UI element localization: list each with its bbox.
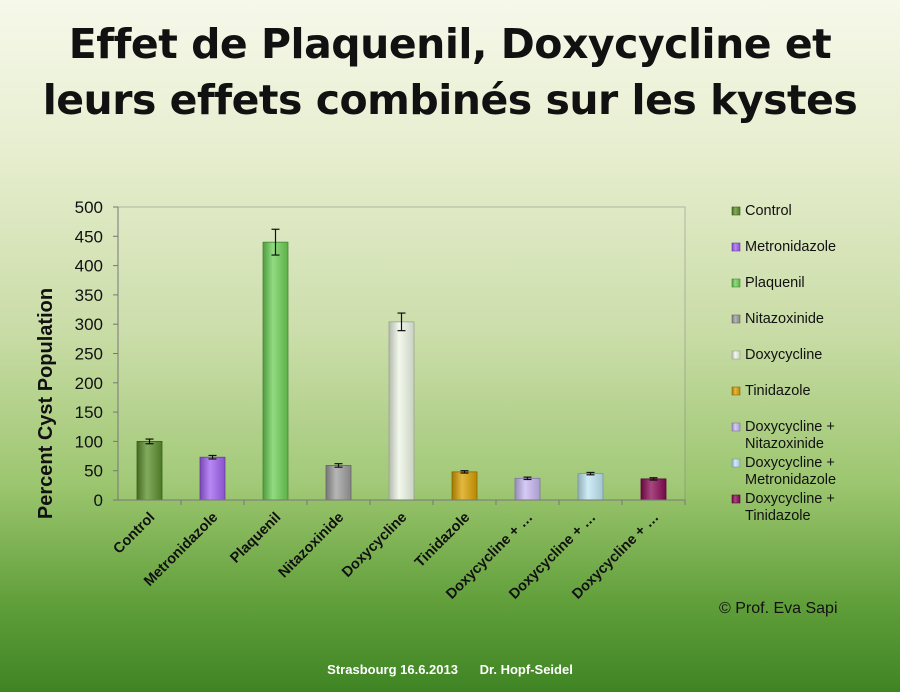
- x-tick-label-1: Control: [111, 510, 159, 558]
- bar-5: [388, 321, 415, 501]
- legend-swatch-7: [731, 422, 741, 432]
- y-tick-label: 100: [75, 432, 103, 451]
- legend-label-4: Nitazoxinide: [745, 311, 824, 327]
- y-tick-label: 150: [75, 403, 103, 422]
- error-bar-7: [523, 476, 532, 481]
- legend-swatch-1: [731, 206, 741, 216]
- slide-title: Effet de Plaquenil, Doxycycline et leurs…: [0, 16, 900, 128]
- legend-swatch-5: [731, 350, 741, 360]
- y-tick-label: 450: [75, 227, 103, 246]
- y-tick-label: 400: [75, 257, 103, 276]
- legend-swatch-9: [731, 494, 741, 504]
- legend-label-8: Doxycycline + Metronidazole: [745, 455, 836, 488]
- slide-title-line-2: leurs effets combinés sur les kystes: [42, 76, 858, 124]
- y-tick-label: 250: [75, 345, 103, 364]
- bar-1: [136, 440, 163, 501]
- y-tick-label: 300: [75, 315, 103, 334]
- legend-swatch-6: [731, 386, 741, 396]
- bar-7: [514, 477, 541, 501]
- legend-label-1: Control: [745, 203, 792, 219]
- legend-label-7: Doxycycline + Nitazoxinide: [745, 419, 835, 452]
- x-tick-label-3: Plaquenil: [227, 510, 284, 567]
- legend-swatch-3: [731, 278, 741, 288]
- y-tick-label: 350: [75, 286, 103, 305]
- legend-label-5: Doxycycline: [745, 347, 822, 363]
- bar-2: [199, 456, 226, 501]
- legend-label-3: Plaquenil: [745, 275, 805, 291]
- legend-swatch-2: [731, 242, 741, 252]
- error-bar-1: [145, 438, 154, 445]
- footer-author: Dr. Hopf-Seidel: [479, 662, 573, 677]
- bar-8: [577, 473, 604, 501]
- error-bar-2: [208, 454, 217, 460]
- legend-label-9: Doxycycline + Tinidazole: [745, 491, 835, 524]
- x-tick-label-5: Doxycycline: [339, 510, 410, 581]
- error-bar-6: [460, 470, 469, 474]
- slide-title-line-1: Effet de Plaquenil, Doxycycline et: [68, 20, 832, 68]
- y-tick-label: 0: [94, 491, 103, 510]
- legend: Control Metronidazole Plaquenil Nitazoxinid…: [731, 203, 836, 524]
- copyright-text: © Prof. Eva Sapi: [719, 600, 838, 617]
- legend-swatch-4: [731, 314, 741, 324]
- legend-swatch-8: [731, 458, 741, 468]
- error-bar-9: [649, 477, 658, 481]
- x-tick-label-4: Nitazoxinide: [276, 510, 348, 582]
- y-tick-label: 200: [75, 374, 103, 393]
- footer-place-date: Strasbourg 16.6.2013: [327, 662, 458, 677]
- error-bar-3: [271, 228, 280, 256]
- y-axis: 0 50 100 150 200 250 300 350 400 450 500: [75, 198, 119, 510]
- plot-area: [117, 206, 686, 501]
- error-bar-8: [586, 471, 595, 476]
- legend-label-2: Metronidazole: [745, 239, 836, 255]
- bar-3: [262, 241, 289, 501]
- bar-9: [640, 478, 667, 501]
- legend-label-6: Tinidazole: [745, 383, 811, 399]
- footer: Strasbourg 16.6.2013 Dr. Hopf-Seidel: [0, 662, 900, 677]
- error-bar-5: [397, 312, 406, 332]
- y-axis-title: Percent Cyst Population: [35, 288, 57, 519]
- y-tick-label: 500: [75, 198, 103, 217]
- error-bar-4: [334, 463, 343, 468]
- y-tick-label: 50: [84, 462, 103, 481]
- bar-4: [325, 465, 352, 501]
- x-tick-label-6: Tinidazole: [412, 510, 473, 571]
- bar-6: [451, 471, 478, 501]
